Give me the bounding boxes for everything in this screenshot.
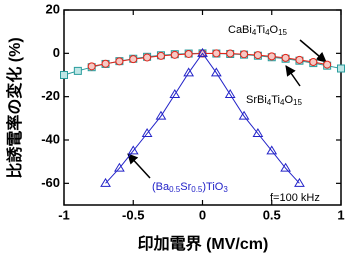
annotation-text: f=100 kHz xyxy=(270,192,320,204)
x-tick-label: -0.5 xyxy=(122,207,144,222)
subscript: 4 xyxy=(252,28,257,37)
marker xyxy=(294,177,305,187)
marker xyxy=(129,55,138,64)
subscript: 0.5 xyxy=(191,185,203,194)
marker xyxy=(170,50,179,59)
x-tick-label: 0.5 xyxy=(263,207,281,222)
subscript: 4 xyxy=(265,28,270,37)
annotation: f=100 kHz xyxy=(270,192,320,204)
arrow xyxy=(127,153,151,179)
annotation-text: O xyxy=(270,24,279,36)
annotation-text: (Ba xyxy=(152,181,170,193)
marker xyxy=(87,62,96,71)
arrow xyxy=(299,39,327,63)
marker xyxy=(115,57,124,66)
marker xyxy=(267,52,276,61)
marker xyxy=(337,64,345,73)
marker xyxy=(281,53,290,62)
subscript: 4 xyxy=(280,98,285,107)
marker xyxy=(100,177,111,187)
marker xyxy=(143,53,152,62)
marker xyxy=(60,71,68,79)
series-line xyxy=(105,52,300,184)
marker xyxy=(197,47,208,57)
marker xyxy=(309,58,318,66)
y-tick-label: -20 xyxy=(41,88,60,103)
x-axis-label: 印加電界 (MV/cm) xyxy=(138,235,269,253)
subscript: 0.5 xyxy=(169,185,181,194)
marker xyxy=(73,66,82,75)
annotation-text: Ti xyxy=(271,94,280,106)
marker xyxy=(101,59,110,68)
subscript: 15 xyxy=(278,28,287,37)
annotation: (Ba0.5Sr0.5)TiO3 xyxy=(152,181,228,194)
annotation-text: Ti xyxy=(256,24,265,36)
y-tick-label: -40 xyxy=(41,131,60,146)
arrow xyxy=(285,65,301,87)
annotation: CaBi4Ti4O15 xyxy=(228,24,288,37)
subscript: 3 xyxy=(223,185,228,194)
subscript: 15 xyxy=(293,98,302,107)
marker xyxy=(295,55,304,64)
marker xyxy=(266,145,278,155)
marker xyxy=(252,128,264,137)
marker xyxy=(169,89,181,98)
x-tick-label: 1 xyxy=(337,207,344,222)
marker xyxy=(183,67,195,77)
plot-frame xyxy=(63,9,342,206)
annotation-text: Sr xyxy=(180,181,191,193)
x-tick-label: 0 xyxy=(199,207,206,222)
marker xyxy=(253,51,262,60)
marker xyxy=(155,110,167,120)
subscript: 4 xyxy=(267,98,272,107)
marker xyxy=(141,128,153,137)
marker xyxy=(323,60,332,69)
annotation-text: CaBi xyxy=(228,24,252,36)
y-tick-label: -60 xyxy=(41,175,60,190)
x-tick-label: -1 xyxy=(58,207,70,222)
marker xyxy=(240,50,249,59)
marker xyxy=(226,49,235,58)
marker xyxy=(238,110,250,120)
marker xyxy=(210,67,222,77)
marker xyxy=(156,51,165,60)
y-tick-label: 0 xyxy=(53,45,60,60)
marker xyxy=(224,89,236,98)
marker xyxy=(127,145,139,155)
annotation-text: O xyxy=(284,94,293,106)
y-axis-label: 比誘電率の変化 (%) xyxy=(5,37,24,178)
annotations xyxy=(127,39,327,179)
marker xyxy=(114,162,125,172)
annotation-text: SrBi xyxy=(246,94,267,106)
y-tick-label: 20 xyxy=(46,1,60,16)
marker xyxy=(184,49,193,58)
annotation: SrBi4Ti4O15 xyxy=(246,94,302,107)
marker xyxy=(280,162,291,172)
marker xyxy=(212,49,221,58)
annotation-text: )TiO xyxy=(202,181,223,193)
